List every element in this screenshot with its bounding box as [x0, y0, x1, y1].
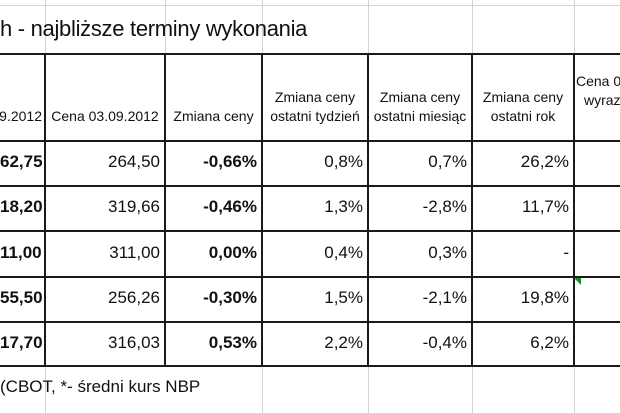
header-line: ostatni tydzień — [270, 108, 360, 124]
gridline — [0, 5, 620, 6]
header-line: Zmiana ceny — [274, 89, 356, 105]
sheet-title: h - najbliższe terminy wykonania — [0, 16, 308, 41]
cell-price-prev: 62,75 — [0, 152, 43, 171]
table-border — [471, 53, 473, 367]
cell-price: 311,00 — [109, 243, 160, 262]
header-line: Cena 0 — [576, 73, 620, 89]
cell-change: -0,46% — [203, 197, 257, 216]
footnote: (CBOT, *- średni kurs NBP — [0, 377, 201, 396]
gridline — [165, 0, 166, 54]
cell-price: 264,50 — [108, 152, 160, 171]
cell-price-prev: 11,00 — [0, 243, 42, 262]
cell-change-week: 0,4% — [324, 243, 363, 262]
gridline — [45, 365, 46, 413]
table-border — [0, 53, 620, 55]
gridline — [368, 0, 369, 54]
header-line: Zmiana ceny — [379, 89, 461, 105]
gridline — [472, 365, 473, 413]
table-border — [261, 53, 263, 367]
header-cell: Cena 03.09.2012 — [51, 108, 159, 124]
cell-change-month: 0,7% — [428, 152, 467, 171]
header-line: Zmiana ceny — [482, 89, 564, 105]
comment-marker-icon[interactable] — [574, 278, 581, 285]
header-line: wyraz — [584, 92, 620, 108]
cell-change-year: 6,2% — [530, 333, 569, 352]
cell-price-prev: 17,70 — [0, 333, 43, 352]
cell-price: 316,03 — [108, 333, 160, 352]
table-border — [0, 276, 620, 278]
table-border — [164, 53, 166, 367]
header-line: ostatni rok — [490, 108, 556, 124]
cell-change-year: - — [563, 243, 569, 262]
table-border — [0, 230, 620, 232]
header-cell: Zmiana ceny ostatni miesiąc — [369, 88, 471, 126]
table-border — [0, 185, 620, 187]
table-border — [367, 53, 369, 367]
cell-price-prev: 18,20 — [0, 197, 43, 216]
cell-change: -0,66% — [203, 152, 257, 171]
cell-change: 0,53% — [208, 333, 257, 352]
cell-change-week: 1,3% — [324, 197, 363, 216]
cell-change-year: 26,2% — [520, 152, 569, 171]
header-cell: Cena 0 wyraz — [576, 72, 620, 110]
table-border — [0, 321, 620, 323]
header-cell: Zmiana ceny ostatni rok — [473, 88, 573, 126]
cell-price: 319,66 — [108, 197, 160, 216]
table-border — [0, 140, 620, 142]
cell-change: -0,30% — [203, 288, 257, 307]
gridline — [262, 365, 263, 413]
gridline — [45, 0, 46, 54]
cell-change-month: -2,1% — [422, 288, 467, 307]
table-border — [573, 53, 575, 367]
header-cell: Zmiana ceny — [173, 108, 254, 124]
cell-change-year: 11,7% — [522, 197, 569, 216]
table-border — [0, 365, 620, 367]
cell-change-month: -2,8% — [422, 197, 467, 216]
header-cell: .9.2012 — [0, 108, 42, 124]
gridline — [574, 365, 575, 413]
table-border — [44, 53, 46, 367]
header-cell: Zmiana ceny ostatni tydzień — [263, 88, 367, 126]
gridline — [262, 0, 263, 54]
cell-change-month: -0,4% — [422, 333, 467, 352]
gridline — [574, 0, 575, 54]
cell-price: 256,26 — [108, 288, 160, 307]
cell-change-week: 0,8% — [324, 152, 363, 171]
cell-change-week: 1,5% — [324, 288, 363, 307]
cell-change-year: 19,8% — [520, 288, 569, 307]
gridline — [368, 365, 369, 413]
cell-change-month: 0,3% — [428, 243, 467, 262]
cell-change: 0,00% — [208, 243, 257, 262]
cell-price-prev: 55,50 — [0, 288, 43, 307]
header-line: ostatni miesiąc — [373, 108, 467, 124]
gridline — [472, 0, 473, 54]
cell-change-week: 2,2% — [324, 333, 363, 352]
